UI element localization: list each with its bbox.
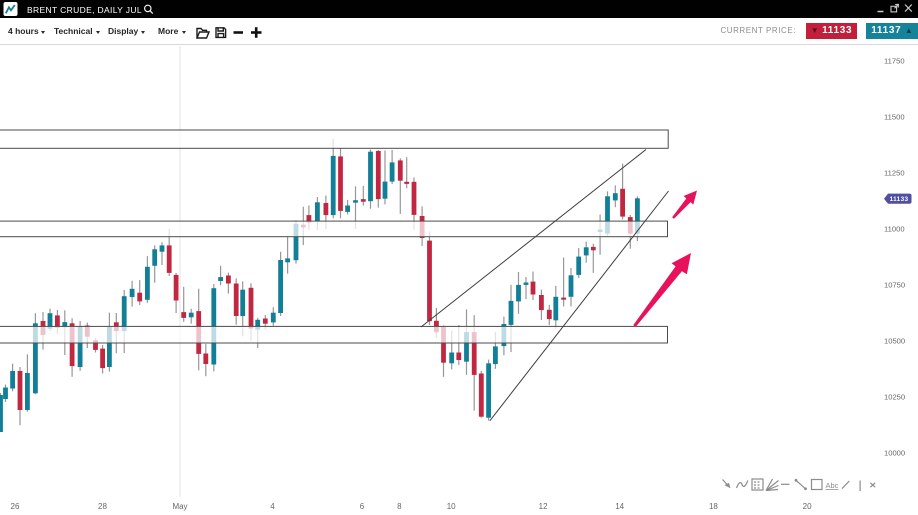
svg-text:11500: 11500 [884, 113, 905, 122]
svg-text:May: May [172, 502, 187, 511]
svg-text:18: 18 [709, 502, 718, 511]
svg-text:6: 6 [360, 502, 365, 511]
svg-text:8: 8 [397, 502, 402, 511]
svg-text:10250: 10250 [884, 393, 905, 402]
svg-text:10750: 10750 [884, 281, 905, 290]
svg-text:10500: 10500 [884, 337, 905, 346]
svg-text:11750: 11750 [884, 57, 905, 66]
svg-text:12: 12 [539, 502, 548, 511]
svg-text:4: 4 [270, 502, 275, 511]
svg-text:10: 10 [447, 502, 456, 511]
svg-text:26: 26 [11, 502, 20, 511]
svg-text:11133: 11133 [890, 196, 909, 203]
svg-text:Abc: Abc [826, 481, 839, 490]
svg-text:11250: 11250 [884, 169, 905, 178]
svg-text:14: 14 [615, 502, 624, 511]
svg-text:20: 20 [803, 502, 812, 511]
svg-text:10000: 10000 [884, 449, 905, 458]
svg-text:28: 28 [98, 502, 107, 511]
svg-text:11000: 11000 [884, 225, 905, 234]
